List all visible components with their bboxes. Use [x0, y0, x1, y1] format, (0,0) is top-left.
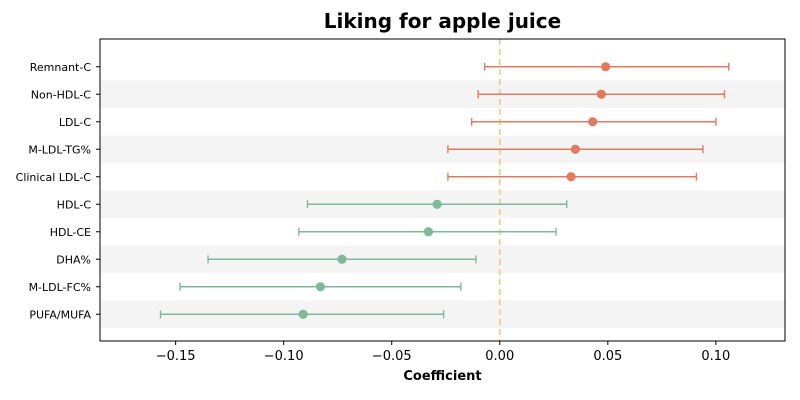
y-tick-label: HDL-CE — [50, 226, 91, 239]
estimate-point — [423, 227, 434, 237]
x-tick-label: 0.10 — [701, 349, 730, 364]
x-tick-label: −0.05 — [372, 349, 412, 364]
estimate-point — [432, 199, 442, 209]
y-axis: Remnant-C Non-HDL-C LDL-C M-LDL-TG% Clinical… — [16, 61, 100, 321]
estimate-point — [566, 172, 576, 182]
estimate-point — [298, 309, 308, 319]
estimate-point — [588, 117, 598, 127]
x-tick-label: 0.00 — [485, 349, 514, 364]
estimate-point — [570, 144, 580, 154]
y-tick-label: M-LDL-TG% — [28, 143, 91, 156]
estimate-marks — [159, 62, 730, 319]
estimate-point — [601, 62, 611, 72]
y-tick-label: Clinical LDL-C — [16, 171, 92, 184]
y-tick-label: LDL-C — [59, 116, 92, 129]
y-tick-label: Non-HDL-C — [31, 88, 92, 101]
x-tick-label: 0.05 — [593, 349, 622, 364]
y-tick-label: HDL-C — [57, 198, 92, 211]
x-tick-label: −0.10 — [264, 349, 304, 364]
estimate-point — [596, 89, 606, 99]
estimate-point — [315, 282, 326, 292]
x-tick-label: −0.15 — [156, 349, 196, 364]
estimate-point — [337, 254, 347, 264]
y-tick-label: M-LDL-FC% — [29, 281, 91, 294]
x-axis-title: Coefficient — [403, 369, 481, 384]
y-tick-label: PUFA/MUFA — [29, 308, 91, 321]
y-tick-label: Remnant-C — [30, 61, 92, 74]
chart-title: Liking for apple juice — [323, 9, 562, 33]
x-axis: −0.15 −0.10 −0.05 0.00 0.05 0.10 — [156, 341, 730, 364]
y-tick-label: DHA% — [56, 253, 91, 266]
plot-frame — [99, 38, 786, 342]
